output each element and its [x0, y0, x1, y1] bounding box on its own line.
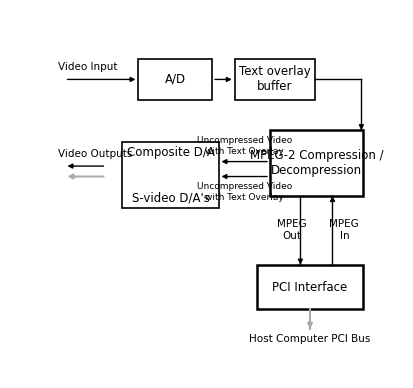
Text: MPEG
In: MPEG In — [329, 220, 358, 241]
Text: Uncompressed Video
with Text Overlay: Uncompressed Video with Text Overlay — [196, 182, 291, 202]
Bar — [138, 59, 211, 100]
Text: Video Outputs: Video Outputs — [58, 149, 132, 159]
Bar — [234, 59, 314, 100]
Text: MPEG
Out: MPEG Out — [276, 220, 306, 241]
Bar — [256, 265, 362, 310]
Text: Uncompressed Video
with Text Overlay: Uncompressed Video with Text Overlay — [196, 136, 291, 156]
Text: Video Input: Video Input — [58, 62, 117, 72]
Bar — [269, 130, 362, 196]
Text: A/D: A/D — [164, 73, 185, 86]
Bar — [122, 142, 218, 208]
Text: Composite D/A


S-video D/A's: Composite D/A S-video D/A's — [126, 146, 214, 204]
Text: PCI Interface: PCI Interface — [272, 281, 347, 294]
Text: Text overlay
buffer: Text overlay buffer — [238, 66, 310, 94]
Text: MPEG-2 Compression /
Decompression: MPEG-2 Compression / Decompression — [249, 149, 382, 177]
Text: Host Computer PCI Bus: Host Computer PCI Bus — [249, 334, 370, 344]
